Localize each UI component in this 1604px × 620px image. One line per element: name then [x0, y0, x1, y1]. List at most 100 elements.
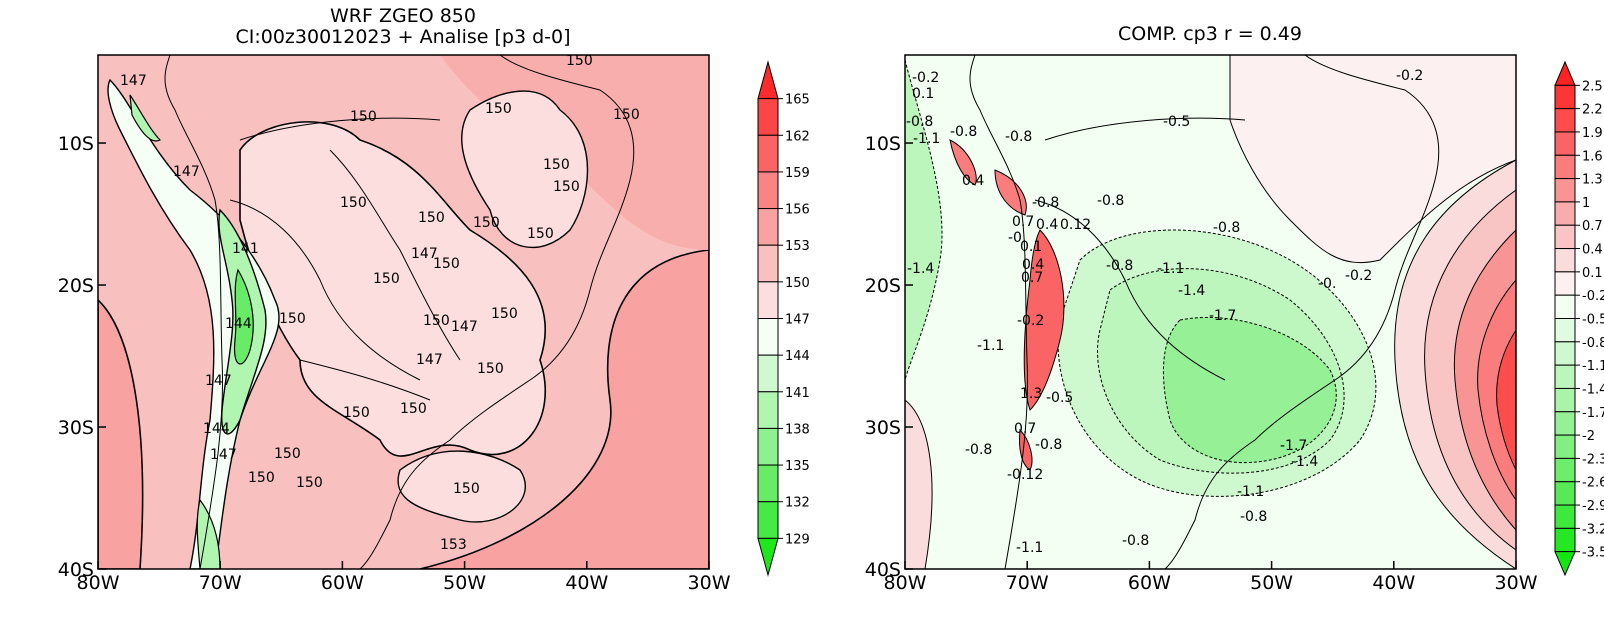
- colorbar-label: 0.7: [1582, 219, 1603, 234]
- colorbar-box: [757, 98, 779, 136]
- contour-label: 144: [203, 421, 230, 437]
- colorbar-label: 0.1: [1582, 266, 1603, 281]
- colorbar-label: 147: [785, 313, 810, 328]
- colorbar-box: [1554, 504, 1576, 529]
- y-tick-label: 40S: [58, 559, 94, 581]
- colorbar-label: 138: [785, 422, 810, 437]
- colorbar-box: [1554, 271, 1576, 296]
- colorbar-label: 141: [785, 386, 810, 401]
- contour-label: -0.2: [1345, 268, 1372, 284]
- contour-label: -1.7: [1280, 438, 1307, 454]
- field-andes-core-1: [949, 139, 977, 186]
- contour-label: 0.12: [1060, 217, 1091, 233]
- contour-label: 150: [543, 157, 570, 173]
- left-coastlines: [164, 55, 635, 569]
- x-tick-label: 50W: [443, 572, 486, 594]
- colorbar-box: [757, 427, 779, 466]
- left-map-field: 147 150 150 150 150 147 150 150 150 150 …: [98, 55, 709, 569]
- contour-label: 1.3: [1020, 386, 1042, 402]
- colorbar-bottom-triangle: [757, 537, 779, 577]
- field-andes-core-3: [1023, 229, 1065, 411]
- contour-label: -0.5: [1046, 390, 1073, 406]
- colorbar-label: 135: [785, 459, 810, 474]
- colorbar-label: 1.3: [1582, 173, 1603, 188]
- colorbar-box: [757, 244, 779, 283]
- right-colorbar: 2.5 2.2 1.9 1.6 1.3 1 0.7 0.4 0.1 -0.2 -0.5 -0.8 -1.…: [1554, 60, 1604, 577]
- field-153-west: [98, 298, 144, 569]
- contour-label: 0.7: [1014, 421, 1036, 437]
- contour-label: -0.8: [1213, 220, 1240, 236]
- y-tick-label: 10S: [58, 133, 94, 155]
- colorbar-box: [757, 464, 779, 503]
- contour-label: 150: [485, 101, 512, 117]
- colorbar-label: -2: [1582, 429, 1595, 444]
- colorbar-bottom-triangle: [1554, 551, 1576, 577]
- field-132-138-core: [233, 268, 254, 365]
- contour-label: 150: [248, 470, 275, 486]
- field-147-150-interior: [239, 121, 546, 457]
- colorbar-label: 1: [1582, 196, 1590, 211]
- colorbar-top-triangle: [757, 60, 779, 100]
- colorbar-box: [1554, 411, 1576, 436]
- colorbar-box: [757, 354, 779, 393]
- contour-label: -1.7: [1209, 308, 1236, 324]
- contour-label: 147: [210, 447, 237, 463]
- colorbar-label: -1.7: [1582, 406, 1604, 421]
- contour-label: 150: [527, 226, 554, 242]
- right-map-frame: [904, 54, 1517, 570]
- x-tick-label: 80W: [77, 572, 120, 594]
- colorbar-label: 129: [785, 532, 810, 547]
- colorbar-label: -1.1: [1582, 359, 1604, 374]
- colorbar-label: 153: [785, 239, 810, 254]
- contour-label: 150: [350, 109, 377, 125]
- field-153-east: [419, 249, 709, 569]
- colorbar-label: 1.9: [1582, 126, 1603, 141]
- contour-label: -0.2: [1396, 68, 1423, 84]
- colorbar-box: [757, 318, 779, 356]
- colorbar-box: [1554, 387, 1576, 413]
- colorbar-box: [1554, 364, 1576, 389]
- contour-label: 150: [279, 311, 306, 327]
- contour-label: 150: [473, 215, 500, 231]
- contour-label: 150: [553, 179, 580, 195]
- colorbar-label: 162: [785, 129, 810, 144]
- colorbar-label: -0.2: [1582, 289, 1604, 304]
- contour-label: 0.7: [1012, 214, 1034, 230]
- colorbar-label: 0.4: [1582, 243, 1603, 258]
- field-141-north: [129, 94, 162, 142]
- left-axes: 80W 70W 60W 50W 40W 30W 10S 20S 30S 40S: [58, 133, 731, 594]
- contour-label: -0.8: [1005, 129, 1032, 145]
- contour-label: -1.1: [977, 338, 1004, 354]
- colorbar-box: [1554, 84, 1576, 110]
- colorbar-box: [1554, 201, 1576, 226]
- x-tick-label: 70W: [199, 572, 242, 594]
- contour-label: 141: [232, 241, 259, 257]
- y-tick-label: 20S: [865, 275, 901, 297]
- y-tick-label: 40S: [865, 559, 901, 581]
- contour-label: -1.4: [1178, 283, 1205, 299]
- contour-label: -1.1: [1157, 261, 1184, 277]
- contour-label: 150: [491, 306, 518, 322]
- contour-label: -1.4: [1291, 454, 1318, 470]
- contour-label: 150: [613, 107, 640, 123]
- contour-label: -1.1: [1237, 484, 1264, 500]
- colorbar-box: [1554, 434, 1576, 459]
- y-tick-label: 20S: [58, 275, 94, 297]
- colorbar-label: 165: [785, 93, 810, 108]
- colorbar-top-triangle: [1554, 60, 1576, 86]
- x-tick-label: 70W: [1006, 572, 1049, 594]
- contour-label: -0.8: [1097, 193, 1124, 209]
- contour-label: 150: [423, 313, 450, 329]
- contour-label: 144: [225, 316, 252, 332]
- contour-label: 150: [343, 405, 370, 421]
- y-tick-label: 10S: [865, 133, 901, 155]
- left-title-line1: WRF ZGEO 850: [330, 5, 476, 27]
- contour-label: -0.8: [950, 124, 977, 140]
- colorbar-box: [1554, 224, 1576, 250]
- colorbar-label: -1.4: [1582, 382, 1604, 397]
- colorbar-label: 1.6: [1582, 149, 1603, 164]
- contour-label: -0.8: [1035, 437, 1062, 453]
- contour-label: 0.4: [962, 173, 984, 189]
- contour-label: -1.1: [1016, 540, 1043, 556]
